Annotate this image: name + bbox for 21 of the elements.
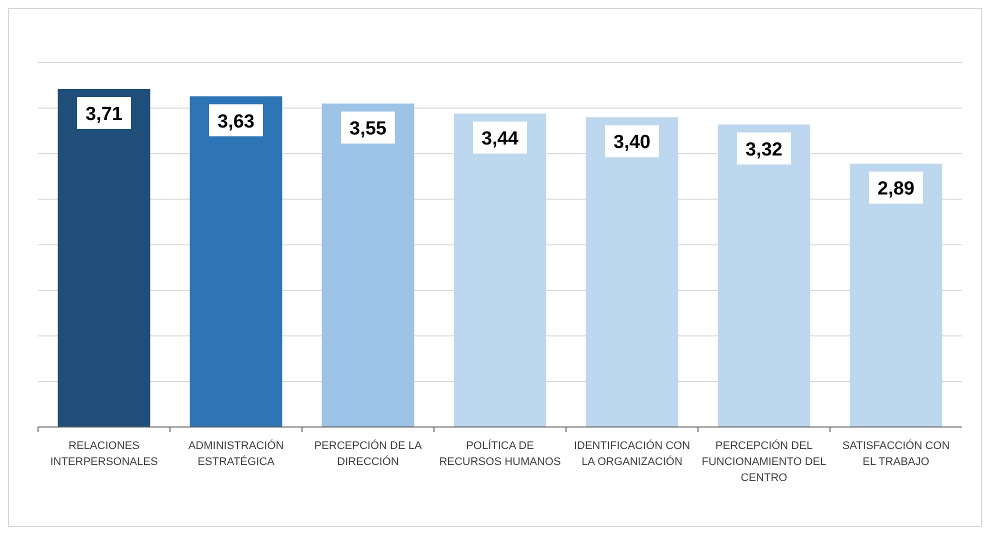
bar [850, 164, 942, 427]
x-tick-label: SATISFACCIÓN CON EL TRABAJO [842, 439, 950, 468]
x-tick-label: RELACIONES INTERPERSONALES [50, 440, 158, 468]
x-tick-label: ADMINISTRACIÓN ESTRATÉGICA [188, 439, 284, 468]
data-label: 3,40 [614, 132, 650, 154]
bar [718, 124, 810, 427]
data-label: 3,63 [218, 111, 254, 132]
data-label: 3,44 [482, 128, 519, 150]
data-label: 3,55 [350, 118, 387, 140]
bar [58, 88, 150, 427]
bar [190, 96, 282, 427]
x-tick-label: IDENTIFICACIÓN CON LA ORGANIZACIÓN [574, 439, 690, 468]
bar [586, 117, 678, 427]
data-label: 2,89 [878, 178, 914, 200]
x-tick-label: POLÍTICA DE RECURSOS HUMANOS [439, 439, 561, 468]
x-tick-label: PERCEPCIÓN DEL FUNCIONAMIENTO DEL CENTRO [702, 439, 826, 484]
bar [322, 104, 414, 427]
data-label: 3,32 [746, 140, 782, 161]
bar [454, 114, 546, 427]
x-tick-label: PERCEPCIÓN DE LA DIRECCIÓN [314, 439, 422, 468]
data-label: 3,71 [86, 104, 123, 125]
